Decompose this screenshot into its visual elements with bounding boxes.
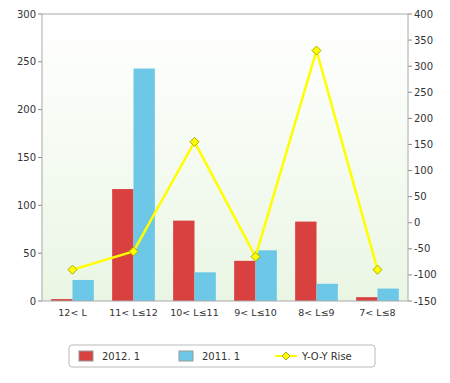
- bar: [295, 222, 316, 301]
- legend-swatch: [79, 351, 93, 361]
- line-marker: [129, 247, 138, 256]
- plot-frame: [42, 14, 408, 301]
- y2-tick-label: 150: [414, 139, 433, 150]
- y-tick: [38, 253, 42, 254]
- bar: [234, 261, 255, 301]
- x-tick-label: 9< L≤10: [234, 307, 276, 318]
- y-tick-label: 200: [17, 104, 36, 115]
- y-tick-label: 150: [17, 152, 36, 163]
- y2-tick: [408, 222, 412, 223]
- y-tick: [38, 14, 42, 15]
- y-tick: [38, 205, 42, 206]
- legend-label: 2011. 1: [202, 351, 240, 362]
- y2-tick-label: 0: [414, 217, 420, 228]
- y2-tick: [408, 14, 412, 15]
- line-marker: [373, 265, 382, 274]
- legend-swatch: [179, 351, 193, 361]
- y-tick-label: 300: [17, 9, 36, 20]
- y2-tick: [408, 301, 412, 302]
- y-tick-label: 100: [17, 200, 36, 211]
- x-tick-label: 8< L≤9: [298, 307, 334, 318]
- bar: [317, 284, 338, 301]
- y2-tick-label: 50: [414, 191, 427, 202]
- bar: [73, 280, 94, 301]
- y2-tick: [408, 196, 412, 197]
- line-marker: [251, 252, 260, 261]
- line-marker: [312, 46, 321, 55]
- y-tick: [38, 61, 42, 62]
- y2-tick: [408, 40, 412, 41]
- line-marker: [68, 265, 77, 274]
- y2-tick-label: 400: [414, 9, 433, 20]
- y-tick: [38, 109, 42, 110]
- y2-tick: [408, 144, 412, 145]
- bar: [378, 289, 399, 301]
- y2-tick-label: 250: [414, 87, 433, 98]
- y2-tick-label: -100: [414, 269, 437, 280]
- chart: 0 50 100 150 200 250 300 -150 -100 -50 0 50 100 150 20…: [0, 0, 450, 383]
- line: [73, 51, 378, 270]
- y-tick-label: 250: [17, 56, 36, 67]
- y-tick: [38, 157, 42, 158]
- legend-swatch: [282, 352, 290, 360]
- y2-tick-label: 100: [414, 165, 433, 176]
- bar: [134, 69, 155, 301]
- y-tick-label: 0: [30, 296, 36, 307]
- y2-tick-label: -150: [414, 296, 437, 307]
- x-tick-label: 12< L: [58, 307, 87, 318]
- y2-tick-label: 300: [414, 61, 433, 72]
- x-tick-label: 10< L≤11: [170, 307, 218, 318]
- y2-tick: [408, 118, 412, 119]
- line-marker: [190, 137, 199, 146]
- y2-tick-label: 350: [414, 35, 433, 46]
- bar: [356, 297, 377, 301]
- y2-tick: [408, 66, 412, 67]
- y2-tick: [408, 170, 412, 171]
- plot-background: [42, 14, 408, 301]
- legend-label: 2012. 1: [102, 351, 140, 362]
- y2-tick: [408, 92, 412, 93]
- bar: [112, 189, 133, 301]
- x-tick-label: 7< L≤8: [359, 307, 395, 318]
- legend: 2012. 1 2011. 1 Y-O-Y Rise: [69, 345, 375, 367]
- y2-tick-label: -50: [414, 243, 430, 254]
- y2-tick-label: 200: [414, 113, 433, 124]
- y-tick-label: 50: [23, 248, 36, 259]
- legend-label: Y-O-Y Rise: [301, 351, 352, 362]
- bar: [173, 221, 194, 301]
- bar: [195, 272, 216, 301]
- y-tick: [38, 301, 42, 302]
- marks: [51, 46, 399, 301]
- x-tick-label: 11< L≤12: [109, 307, 157, 318]
- y2-tick: [408, 274, 412, 275]
- y2-tick: [408, 248, 412, 249]
- legend-box: [69, 345, 375, 367]
